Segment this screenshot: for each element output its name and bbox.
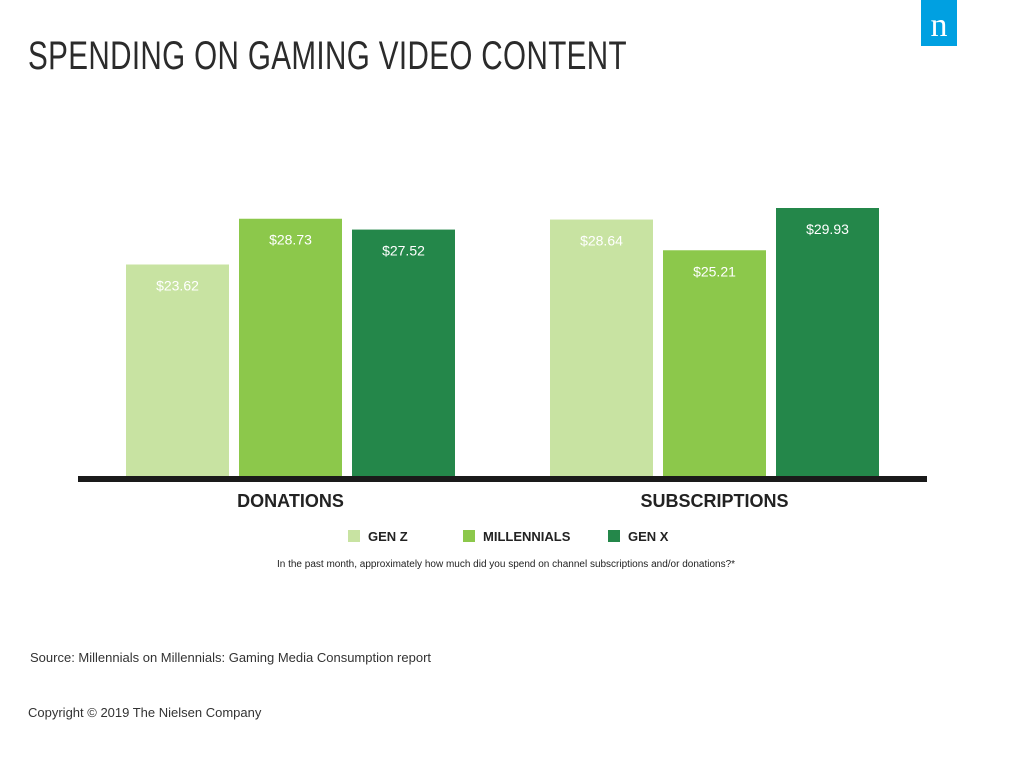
nielsen-logo-icon: n <box>931 7 948 44</box>
bar-subscriptions-gen-x <box>776 208 879 476</box>
bar-subscriptions-gen-z <box>550 219 653 476</box>
source-note: Source: Millennials on Millennials: Gami… <box>30 650 432 665</box>
legend-label: GEN Z <box>368 529 408 544</box>
svg-text:n: n <box>931 7 948 44</box>
bar-donations-gen-z <box>126 264 229 476</box>
bar-donations-millennials <box>239 218 342 477</box>
bar-subscriptions-millennials <box>663 250 766 476</box>
data-label: $25.21 <box>693 263 736 279</box>
bar-chart: $23.62 $28.73 $27.52 DONATIONS $28.64 $25.21 $… <box>78 208 927 544</box>
data-label: $28.64 <box>580 233 623 249</box>
chart-title: SPENDING ON GAMING VIDEO CONTENT <box>28 34 627 78</box>
nielsen-logo: n <box>921 0 957 46</box>
data-label: $29.93 <box>806 221 849 237</box>
legend-label: MILLENNIALS <box>483 529 571 544</box>
legend-swatch <box>463 530 475 542</box>
category-label: SUBSCRIPTIONS <box>640 491 788 511</box>
data-label: $28.73 <box>269 232 312 248</box>
legend-swatch <box>608 530 620 542</box>
x-axis-baseline <box>78 476 927 482</box>
legend-swatch <box>348 530 360 542</box>
bar-donations-gen-x <box>352 229 455 476</box>
data-label: $27.52 <box>382 243 425 259</box>
survey-question: In the past month, approximately how muc… <box>276 559 736 570</box>
copyright-note: Copyright © 2019 The Nielsen Company <box>28 705 262 720</box>
category-label: DONATIONS <box>237 491 344 511</box>
legend-label: GEN X <box>628 529 669 544</box>
data-label: $23.62 <box>156 278 199 294</box>
